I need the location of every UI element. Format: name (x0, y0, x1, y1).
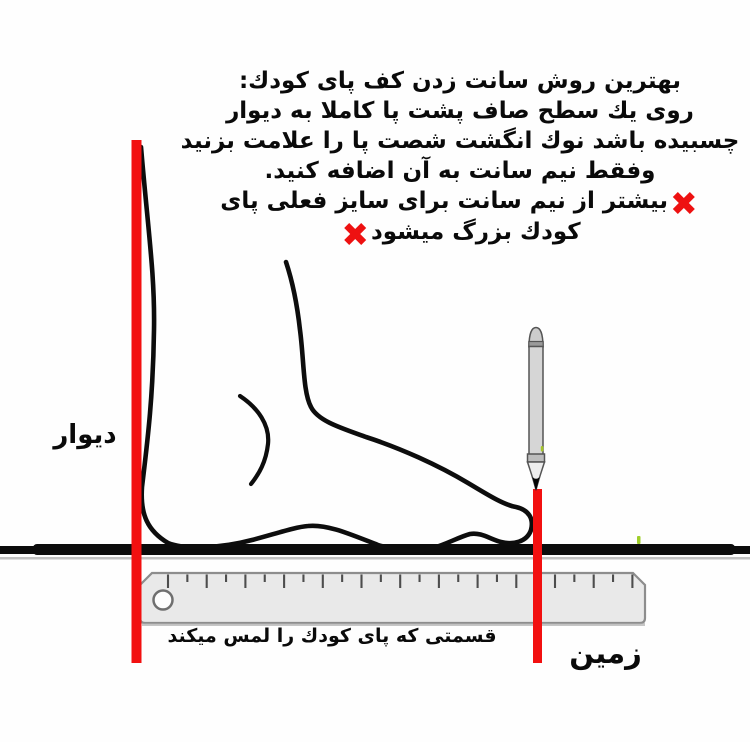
error-cross-icon: ✖ (341, 215, 369, 255)
ruler (138, 571, 647, 626)
ruler-bottom-shadow (142, 623, 645, 626)
ground-shadow-line (0, 557, 750, 560)
error-cross-icon: ✖ (670, 184, 698, 223)
wall-line (131, 140, 142, 663)
green-mark (637, 536, 641, 544)
toe-mark-line (533, 489, 542, 663)
foot-outline (138, 144, 535, 553)
ruler-ticks (166, 574, 634, 588)
instructions-text: بهترین روش سانت زدن كف پای كودك: روی یك … (165, 66, 750, 255)
instruction-line-3: چسبیده باشد نوك انگشت شصت پا را علامت بز… (180, 128, 740, 154)
instruction-line-1: بهترین روش سانت زدن كف پای كودك: (238, 68, 682, 94)
pencil-body (528, 345, 544, 456)
pencil-tip (532, 477, 540, 491)
ruler-hole (152, 589, 174, 611)
instruction-line-warning-2: كودك بزرگ میشود✖ (165, 215, 750, 255)
warning-text-2: كودك بزرگ میشود (370, 219, 581, 246)
ground-label: زمین (569, 636, 642, 670)
instruction-line-2: روی یك سطح صاف پشت پا كاملا به دیوار (226, 98, 694, 124)
wall-label: دیوار (53, 420, 117, 450)
pencil-icon (526, 326, 546, 491)
pencil-green-fleck (540, 446, 544, 452)
foot-drawing (138, 144, 535, 553)
instruction-line-4: وفقط نیم سانت به آن اضافه كنید. (264, 158, 656, 184)
ruler-body (138, 571, 647, 625)
ankle-crease (237, 393, 271, 487)
ruler-caption: قسمتی كه پای كودك را لمس میكند (167, 625, 497, 647)
instruction-line-warning-1: ✖بیشتر از نیم سانت برای سایز فعلی پای (165, 184, 750, 223)
warning-text-1: بیشتر از نیم سانت برای سایز فعلی پای (220, 188, 669, 214)
pencil-ferrule (526, 453, 546, 463)
